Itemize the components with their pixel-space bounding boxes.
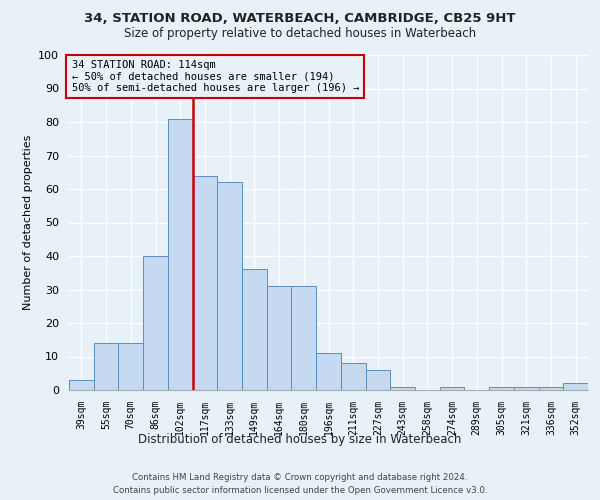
- Bar: [69, 380, 94, 390]
- Text: 34, STATION ROAD, WATERBEACH, CAMBRIDGE, CB25 9HT: 34, STATION ROAD, WATERBEACH, CAMBRIDGE,…: [84, 12, 516, 26]
- Bar: [217, 182, 242, 390]
- Bar: [514, 386, 539, 390]
- Text: Contains HM Land Registry data © Crown copyright and database right 2024.: Contains HM Land Registry data © Crown c…: [132, 472, 468, 482]
- Bar: [118, 343, 143, 390]
- Bar: [390, 386, 415, 390]
- Bar: [292, 286, 316, 390]
- Bar: [341, 363, 365, 390]
- Bar: [267, 286, 292, 390]
- Bar: [539, 386, 563, 390]
- Bar: [193, 176, 217, 390]
- Bar: [242, 270, 267, 390]
- Bar: [489, 386, 514, 390]
- Text: Distribution of detached houses by size in Waterbeach: Distribution of detached houses by size …: [139, 432, 461, 446]
- Bar: [143, 256, 168, 390]
- Y-axis label: Number of detached properties: Number of detached properties: [23, 135, 33, 310]
- Bar: [94, 343, 118, 390]
- Bar: [316, 353, 341, 390]
- Text: Size of property relative to detached houses in Waterbeach: Size of property relative to detached ho…: [124, 28, 476, 40]
- Bar: [563, 384, 588, 390]
- Bar: [168, 118, 193, 390]
- Bar: [365, 370, 390, 390]
- Bar: [440, 386, 464, 390]
- Text: Contains public sector information licensed under the Open Government Licence v3: Contains public sector information licen…: [113, 486, 487, 495]
- Text: 34 STATION ROAD: 114sqm
← 50% of detached houses are smaller (194)
50% of semi-d: 34 STATION ROAD: 114sqm ← 50% of detache…: [71, 60, 359, 93]
